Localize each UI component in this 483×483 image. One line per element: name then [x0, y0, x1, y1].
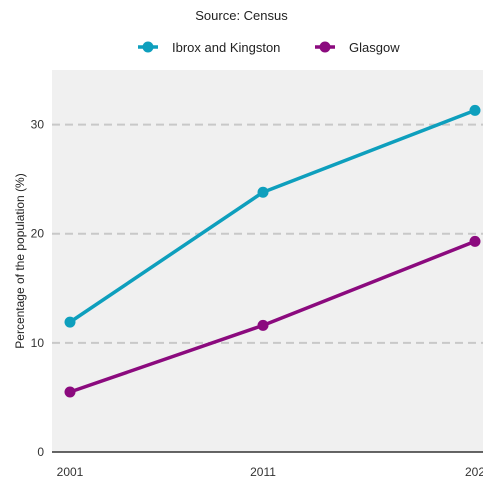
- data-point: [64, 386, 76, 398]
- legend-marker-1: [319, 41, 331, 53]
- data-point: [64, 316, 76, 328]
- y-tick-label: 10: [31, 336, 45, 350]
- data-point: [257, 186, 269, 198]
- data-point: [469, 104, 481, 116]
- y-tick-label: 30: [31, 118, 45, 132]
- data-point: [257, 319, 269, 331]
- legend-marker-0: [142, 41, 154, 53]
- data-point: [469, 235, 481, 247]
- legend-label: Ibrox and Kingston: [172, 40, 280, 55]
- x-tick-label: 202: [465, 465, 483, 479]
- legend-label: Glasgow: [349, 40, 400, 55]
- y-tick-label: 20: [31, 227, 45, 241]
- x-tick-label: 2001: [57, 465, 84, 479]
- y-axis-title: Percentage of the population (%): [13, 173, 27, 348]
- x-tick-label: 2011: [250, 465, 276, 479]
- plot-panel: [52, 70, 483, 452]
- chart-source-label: Source: Census: [195, 8, 288, 23]
- y-tick-label: 0: [37, 445, 44, 459]
